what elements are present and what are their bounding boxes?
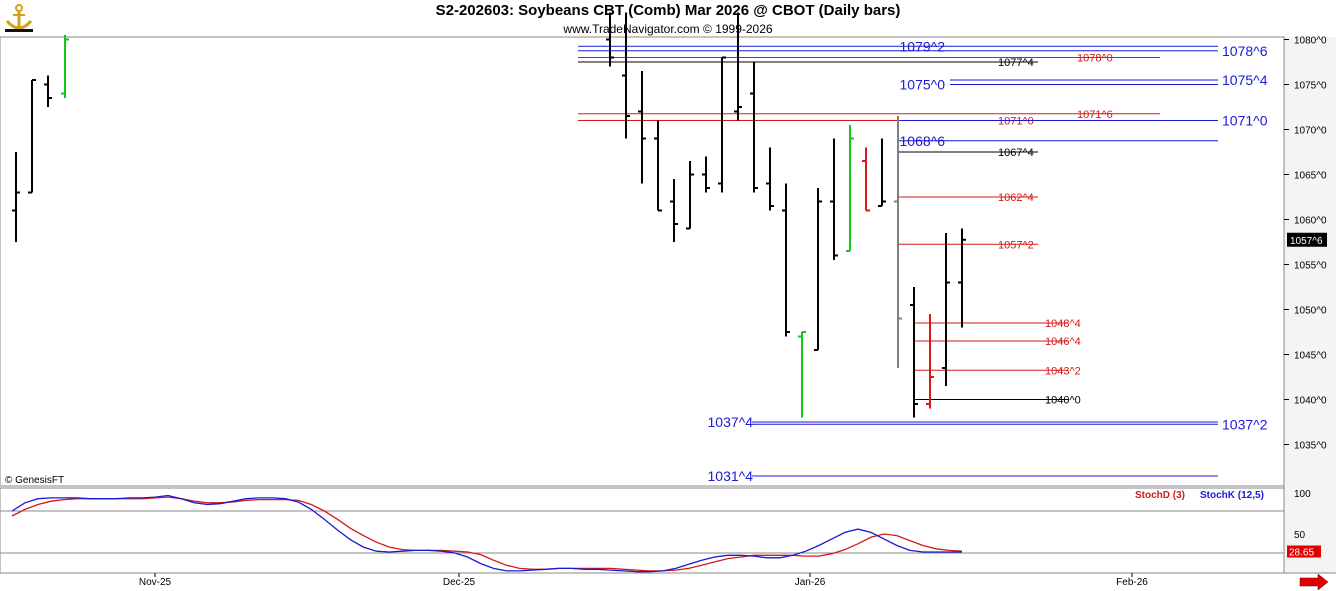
chart-title: S2-202603: Soybeans CBT (Comb) Mar 2026 … <box>435 2 901 19</box>
stoch-last-box <box>1287 545 1321 558</box>
price-level: 1075^4 <box>950 72 1268 88</box>
date-tick-label: Feb-26 <box>1116 577 1148 588</box>
price-tick-label: 1050^0 <box>1294 306 1327 317</box>
stoch-line-red <box>11 496 963 572</box>
price-level: 1040^0 <box>914 395 1081 407</box>
ohlc-bar <box>638 71 646 184</box>
price-level-label: 1068^6 <box>900 133 946 149</box>
price-level: 1071^6 <box>578 109 1160 121</box>
price-level-label: 1078^0 <box>1077 53 1113 65</box>
ohlc-bar <box>718 56 726 193</box>
price-level-label: 1075^0 <box>900 77 946 93</box>
price-level: 1067^4 <box>898 147 1038 159</box>
chart-subtitle: www.TradeNavigator.com © 1999-2026 <box>563 22 773 36</box>
price-level-label: 1031^4 <box>708 468 754 484</box>
price-level-label: 1040^0 <box>1045 395 1081 407</box>
ohlc-bar <box>686 161 694 230</box>
price-tick-label: 1055^0 <box>1294 261 1327 272</box>
price-level-label: 1077^4 <box>998 57 1034 69</box>
price-level: 1077^4 <box>578 57 1038 69</box>
ohlc-bar <box>830 138 838 260</box>
price-level: 1071^0 <box>898 113 1268 129</box>
stoch-legend-label: StochD (3) <box>1135 490 1185 501</box>
price-level: 1078^6 <box>578 43 1268 59</box>
price-tick-label: 1065^0 <box>1294 171 1327 182</box>
price-level: 1068^6 <box>898 133 1218 149</box>
ohlc-bar <box>862 147 870 212</box>
price-level: 1037^4 <box>708 414 1218 430</box>
price-level: 1075^0 <box>900 77 1218 93</box>
ohlc-bar <box>894 116 902 368</box>
stoch-legend-label: StochK (12,5) <box>1200 490 1264 501</box>
price-tick-label: 1070^0 <box>1294 126 1327 137</box>
price-tick-label: 1075^0 <box>1294 81 1327 92</box>
ohlc-bar <box>702 156 710 193</box>
price-level: 1057^2 <box>898 239 1038 251</box>
ohlc-bar <box>942 233 950 386</box>
price-level-label: 1037^4 <box>708 414 754 430</box>
ohlc-bar <box>734 12 742 121</box>
stoch-tick-label: 50 <box>1294 530 1306 541</box>
price-level-label: 1057^2 <box>998 239 1034 251</box>
ohlc-bar <box>12 152 20 242</box>
ohlc-bar <box>670 179 678 242</box>
price-level-label: 1075^4 <box>1222 72 1268 88</box>
price-level-label: 1067^4 <box>998 147 1034 159</box>
price-tick-label: 1060^0 <box>1294 216 1327 227</box>
price-level-label: 1043^2 <box>1045 365 1081 377</box>
price-level: 1048^4 <box>914 318 1081 330</box>
ohlc-bar <box>61 35 69 98</box>
ohlc-bar <box>28 79 36 194</box>
price-level-label: 1048^4 <box>1045 318 1081 330</box>
stoch-line-blue <box>11 494 962 573</box>
ohlc-bar <box>878 138 886 207</box>
date-tick-label: Nov-25 <box>139 577 172 588</box>
price-level-label: 1078^6 <box>1222 43 1268 59</box>
price-tick-label: 1045^0 <box>1294 351 1327 362</box>
price-level-label: 1037^2 <box>1222 416 1268 432</box>
ohlc-bar <box>814 188 822 351</box>
ohlc-bar <box>846 125 854 252</box>
ohlc-bar <box>958 228 966 328</box>
ohlc-bar <box>622 12 630 139</box>
price-axis-area <box>1284 37 1336 573</box>
ohlc-bar <box>926 314 934 409</box>
date-tick-label: Dec-25 <box>443 577 476 588</box>
anchor-icon <box>3 3 35 33</box>
last-price-label: 1057^6 <box>1290 236 1323 247</box>
ohlc-bar <box>606 12 614 67</box>
ohlc-bar <box>910 287 918 418</box>
price-level: 1046^4 <box>914 336 1081 348</box>
date-tick-label: Jan-26 <box>795 577 826 588</box>
price-tick-label: 1040^0 <box>1294 396 1327 407</box>
price-level: 1037^2 <box>752 416 1268 432</box>
price-tick-label: 1080^0 <box>1294 36 1327 47</box>
price-level-label: 1062^4 <box>998 192 1034 204</box>
price-level-label: 1071^0 <box>998 116 1034 128</box>
price-level-label: 1071^0 <box>1222 113 1268 129</box>
scroll-right-arrow-icon[interactable] <box>1299 573 1329 591</box>
stoch-tick-label: 100 <box>1294 489 1311 500</box>
ohlc-bar <box>654 120 662 212</box>
price-level: 1062^4 <box>898 192 1038 204</box>
copyright-label: © GenesisFT <box>5 475 64 486</box>
price-level: 1043^2 <box>914 365 1081 377</box>
ohlc-bar <box>750 62 758 193</box>
ohlc-bar <box>782 183 790 337</box>
ohlc-bar <box>798 331 806 418</box>
ohlc-bar <box>44 75 52 107</box>
price-level: 1078^0 <box>578 53 1160 65</box>
price-tick-label: 1035^0 <box>1294 441 1327 452</box>
price-level-label: 1079^2 <box>900 38 946 54</box>
price-level: 1031^4 <box>708 468 1218 484</box>
ohlc-bar <box>766 147 774 211</box>
stoch-last-label: 28.65 <box>1289 548 1314 559</box>
price-level-label: 1071^6 <box>1077 109 1113 121</box>
last-price-box <box>1287 232 1327 247</box>
price-level-label: 1046^4 <box>1045 336 1081 348</box>
